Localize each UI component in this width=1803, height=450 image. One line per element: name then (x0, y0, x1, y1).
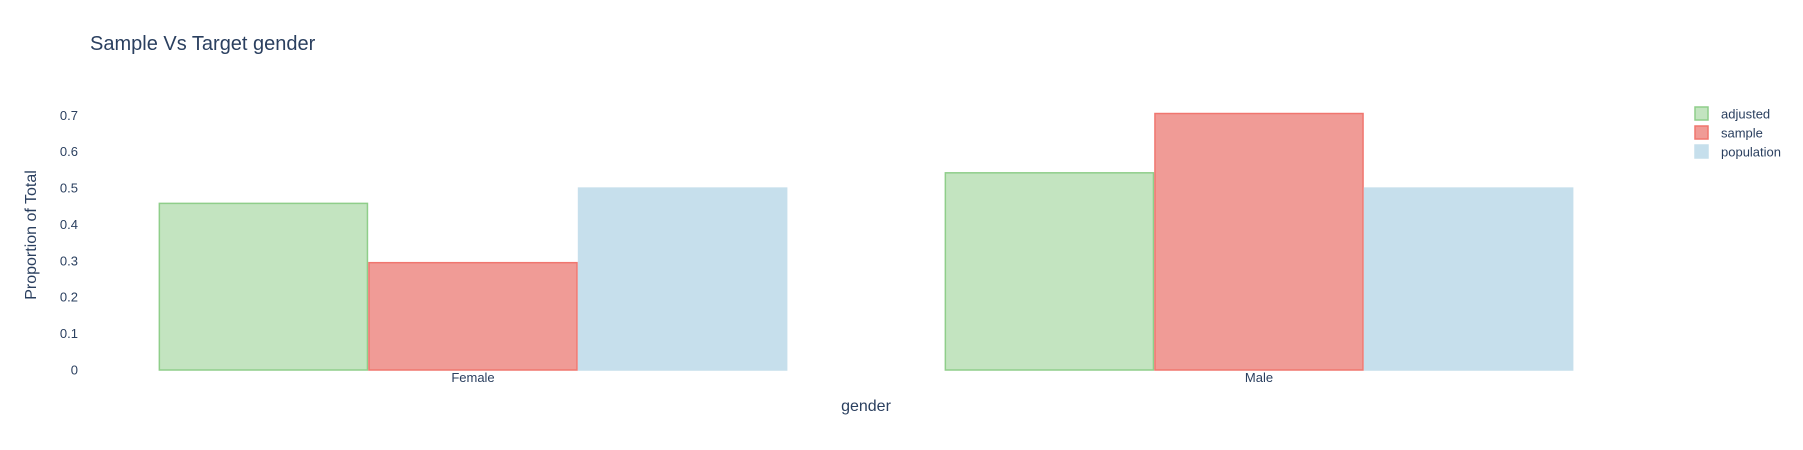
bar-population-female (579, 188, 787, 370)
bar-adjusted-male (945, 173, 1153, 370)
legend-swatch-sample (1695, 126, 1708, 139)
y-tick-label: 0.5 (60, 181, 78, 196)
bar-population-male (1365, 188, 1573, 370)
y-axis-title: Proportion of Total (23, 170, 40, 300)
x-tick-label: Male (1245, 370, 1273, 385)
x-axis-ticks: Female Male (451, 370, 1273, 385)
y-tick-label: 0.7 (60, 108, 78, 123)
y-tick-label: 0.1 (60, 326, 78, 341)
chart-title: Sample Vs Target gender (90, 33, 316, 55)
bar-sample-male (1155, 114, 1363, 370)
bars (159, 114, 1572, 370)
y-tick-label: 0.3 (60, 253, 78, 268)
x-axis-title: gender (841, 398, 891, 415)
legend-label-sample: sample (1721, 126, 1763, 141)
bar-adjusted-female (159, 203, 367, 370)
legend-swatch-adjusted (1695, 107, 1708, 120)
y-tick-label: 0.6 (60, 144, 78, 159)
bar-sample-female (369, 263, 577, 370)
legend-swatch-population (1695, 145, 1708, 158)
x-tick-label: Female (451, 370, 494, 385)
legend-label-population: population (1721, 145, 1781, 160)
y-tick-label: 0 (71, 363, 78, 378)
legend-label-adjusted: adjusted (1721, 107, 1770, 122)
legend: adjusted sample population (1695, 107, 1781, 160)
y-tick-label: 0.4 (60, 217, 78, 232)
y-tick-label: 0.2 (60, 290, 78, 305)
y-axis-ticks: 0 0.1 0.2 0.3 0.4 0.5 0.6 0.7 (60, 108, 78, 378)
